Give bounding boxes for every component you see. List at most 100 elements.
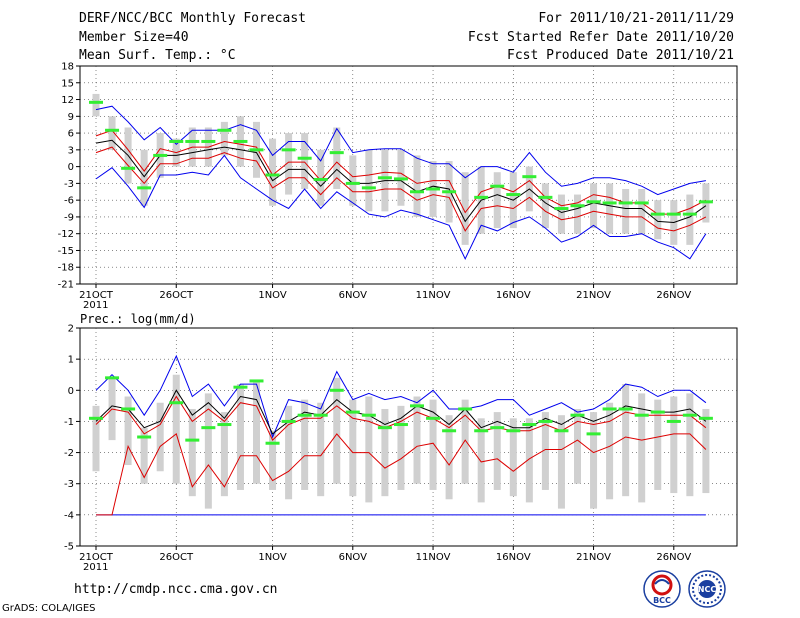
observed-marker [426,187,441,191]
observed-marker [634,201,649,205]
observed-marker [618,407,633,411]
ncc-logo-text: NCC [698,585,717,594]
member-range-bar [461,399,469,484]
y-tick-label: 18 [61,62,74,73]
observed-marker [474,429,489,433]
member-range-bar [220,121,228,156]
x-tick-label: 21OCT [79,290,114,301]
observed-marker [121,407,136,411]
upper-spread-line [95,129,707,215]
ncc-logo: NCC [688,570,726,608]
y-tick-label: 1 [68,355,74,366]
y-tick-label: 6 [68,129,74,140]
observed-marker [233,139,248,143]
member-range-bar [172,374,180,484]
member-range-bar [108,116,116,150]
observed-marker [281,419,296,423]
member-range-bar [590,183,598,229]
member-range-bar [349,399,357,497]
observed-marker [153,153,168,157]
panel-0: -21 -18 -15 -12 -9 -6 -3 0 3 6 9 12 15 18 21OCT 26OCT 1N… [58,62,738,311]
observed-marker [570,413,585,417]
member-range-bar [349,155,357,206]
observed-marker [361,186,376,190]
member-range-bar [92,405,100,472]
observed-marker [602,407,617,411]
member-range-bar [638,393,646,503]
observed-marker [682,413,697,417]
member-range-bar [461,172,469,245]
member-range-bar [429,399,437,490]
observed-marker [698,416,713,420]
member-range-bar [525,418,533,503]
member-range-bar [541,183,549,229]
observed-marker [393,423,408,427]
member-range-bar [140,427,148,484]
observed-marker [217,128,232,132]
observed-marker [217,423,232,427]
y-tick-label: 3 [68,145,74,156]
member-range-bar [622,384,630,497]
x-tick-label: 6NOV [339,290,368,301]
x-tick-label: 11NOV [416,552,451,563]
observed-marker [313,177,328,181]
x-tick-label: 21OCT [79,552,114,563]
member-range-bar [686,393,694,497]
observed-marker [490,426,505,430]
observed-marker [249,379,264,383]
member-range-bar [285,405,293,500]
website-url[interactable]: http://cmdp.ncc.cma.gov.cn [74,582,278,597]
observed-marker [185,139,200,143]
observed-marker [442,429,457,433]
observed-marker [201,139,216,143]
member-range-bar [236,384,244,490]
bcc-logo: BCC [643,570,681,608]
ensemble-max-line [95,105,706,196]
ensemble-mean-line [95,139,707,224]
forecast-period: For 2011/10/21-2011/11/29 [538,11,734,26]
y-tick-label: 15 [61,78,74,89]
member-range-bar [381,408,389,497]
member-range-bar [156,402,164,472]
observed-marker [297,156,312,160]
member-range-bar [702,408,710,494]
forecast-start-date: Fcst Started Refer Date 2011/10/20 [467,30,734,45]
member-range-bar [477,418,485,503]
y-tick-label: -18 [58,263,74,274]
observed-marker [634,413,649,417]
x-tick-label: 21NOV [576,552,611,563]
member-range-bar [654,399,662,490]
observed-marker [393,177,408,181]
forecast-produced-date: Fcst Produced Date 2011/10/21 [507,48,734,63]
observed-marker [265,173,280,177]
member-range-bar [541,412,549,490]
x-tick-label: 6NOV [339,552,368,563]
observed-marker [602,201,617,205]
grads-credit: GrADS: COLA/IGES [2,603,96,614]
observed-marker [105,376,120,380]
member-range-bar [413,396,421,484]
observed-marker [410,404,424,408]
member-range-bar [333,127,341,189]
y-tick-label: -12 [58,229,74,240]
observed-marker [442,190,457,194]
x-tick-label: 16NOV [496,552,531,563]
ensemble-min-line [95,154,707,260]
y-tick-label: -4 [64,510,74,521]
y-tick-label: -21 [58,280,74,291]
member-range-bar [654,200,662,240]
ensemble-max-line [95,354,707,439]
member-range-bar [285,133,293,195]
observed-marker [249,148,264,152]
x-tick-label: 11NOV [416,290,451,301]
y-tick-label: -3 [64,479,74,490]
y-tick-label: -1 [64,417,74,428]
member-range-bar [204,393,212,509]
lower-spread-line [96,433,707,516]
plot-frame [79,327,738,547]
x-tick-label: 16NOV [496,290,531,301]
x-year-label: 2011 [83,300,108,311]
y-tick-label: 2 [68,324,74,335]
member-range-bar [557,194,565,234]
observed-marker [554,207,569,211]
